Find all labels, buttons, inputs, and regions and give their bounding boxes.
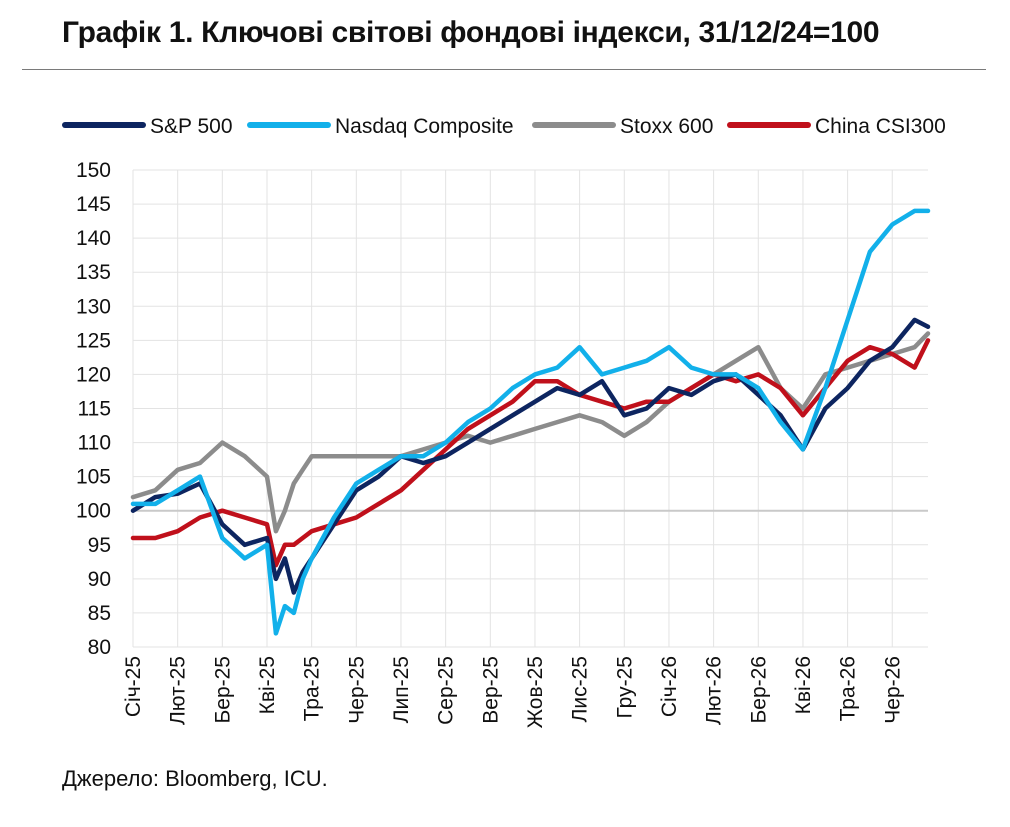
x-tick-label: Бер-26 (747, 656, 770, 724)
x-tick-label: Кві-25 (256, 656, 279, 714)
legend: S&P 500 Nasdaq Composite Stoxx 600 China CS… (62, 115, 946, 138)
y-tick-label: 85 (88, 602, 111, 625)
y-tick-label: 90 (88, 568, 111, 591)
x-tick-label: Січ-25 (122, 656, 145, 717)
y-tick-label: 115 (78, 398, 111, 421)
x-tick-label: Гру-25 (613, 656, 636, 719)
y-tick-label: 80 (88, 636, 111, 659)
x-tick-label: Лют-26 (703, 656, 726, 725)
x-tick-label: Чер-26 (881, 656, 904, 724)
x-tick-label: Лис-25 (569, 656, 592, 722)
x-tick-label: Кві-26 (792, 656, 815, 714)
y-tick-label: 145 (76, 193, 111, 216)
x-tick-label: Чер-25 (345, 656, 368, 724)
x-tick-label: Сер-25 (435, 656, 458, 725)
chart-title: Графік 1. Ключові світові фондові індекс… (62, 16, 880, 49)
series-line-3 (130, 338, 931, 568)
y-tick-label: 95 (88, 534, 111, 557)
series-line-1 (130, 208, 931, 636)
y-tick-label: 110 (78, 432, 111, 455)
legend-label: S&P 500 (150, 115, 233, 138)
y-tick-label: 100 (76, 500, 111, 523)
title-divider (22, 69, 986, 70)
x-axis: Січ-25 Лют-25 Бер-25 Кві-25 Тра-25 Чер-25 Лип-… (122, 656, 904, 728)
series-lines (130, 208, 931, 636)
legend-label: Nasdaq Composite (335, 115, 514, 138)
y-axis: 80 85 90 95 100 105 110 115 120 125 130 135 140 145 15… (76, 159, 111, 659)
legend-label: China CSI300 (815, 115, 946, 138)
x-tick-label: Вер-25 (479, 656, 502, 724)
y-tick-label: 150 (76, 159, 111, 182)
y-tick-label: 105 (76, 466, 111, 489)
y-tick-label: 130 (76, 295, 111, 318)
x-tick-label: Бер-25 (211, 656, 234, 724)
legend-label: Stoxx 600 (620, 115, 713, 138)
source-note: Джерело: Bloomberg, ICU. (62, 766, 328, 791)
legend-item: Stoxx 600 (532, 115, 713, 138)
x-tick-label: Лют-25 (167, 656, 190, 725)
x-tick-label: Січ-26 (658, 656, 681, 717)
x-tick-label: Тра-26 (837, 656, 860, 721)
y-tick-label: 140 (76, 227, 111, 250)
x-tick-label: Жов-25 (524, 656, 547, 728)
legend-item: China CSI300 (727, 115, 946, 138)
legend-item: S&P 500 (62, 115, 233, 138)
y-tick-label: 135 (76, 261, 111, 284)
x-tick-label: Лип-25 (390, 656, 413, 723)
y-tick-label: 120 (76, 363, 111, 386)
y-tick-label: 125 (76, 329, 111, 352)
x-tick-label: Тра-25 (301, 656, 324, 721)
legend-item: Nasdaq Composite (247, 115, 514, 138)
